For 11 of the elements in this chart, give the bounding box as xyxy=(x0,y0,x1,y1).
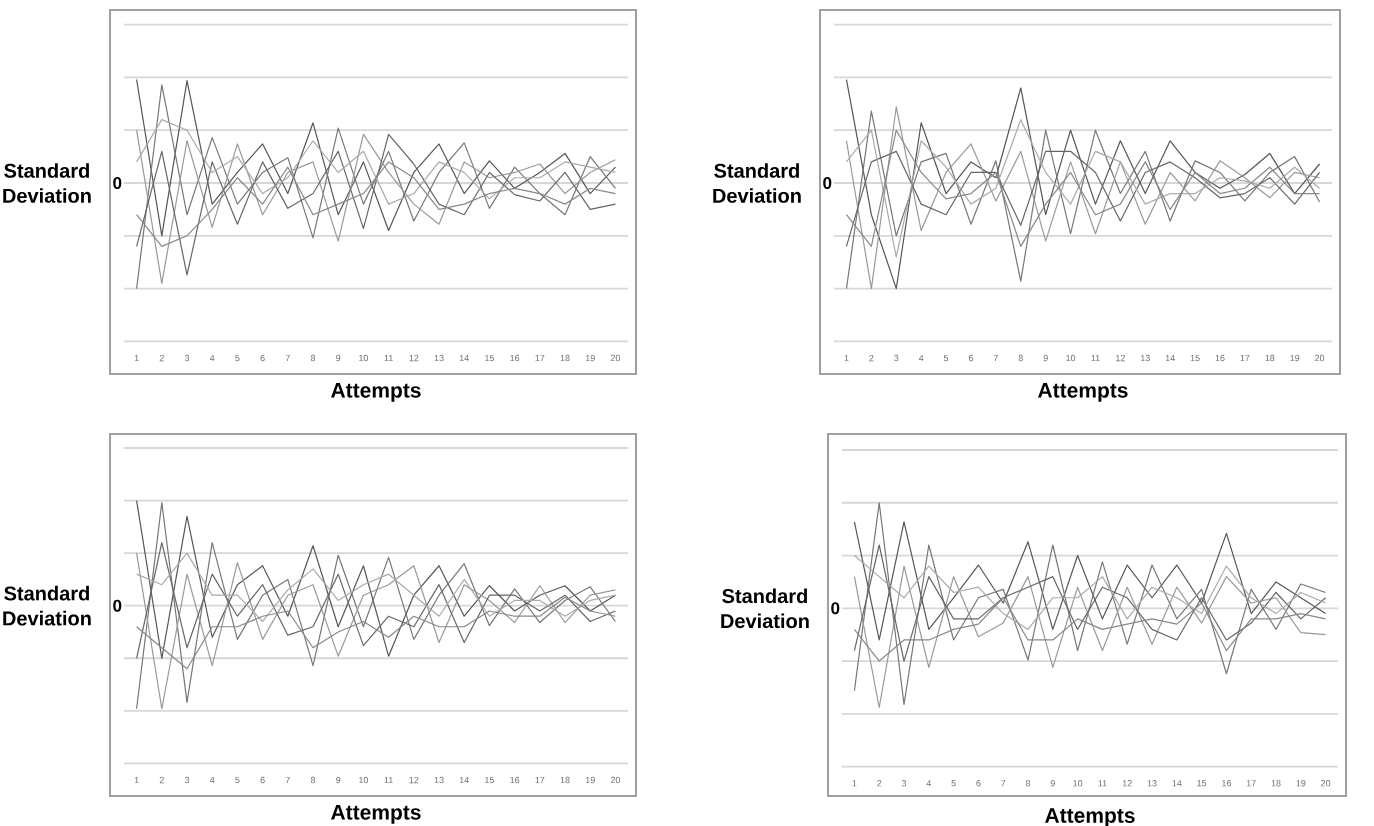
x-axis-title: Attempts xyxy=(1038,383,1128,402)
x-axis-title: Attempts xyxy=(331,383,421,402)
y-axis-title: Standard Deviation xyxy=(713,163,801,203)
ref-line-label: 0 xyxy=(113,177,122,190)
y-axis-title: Standard Deviation xyxy=(3,163,91,203)
ref-line-label: 0 xyxy=(113,599,122,612)
ref-line-label: 0 xyxy=(823,177,832,190)
y-axis-title: Standard Deviation xyxy=(3,585,91,626)
y-axis-title: Standard Deviation xyxy=(721,588,809,629)
x-axis-title: Attempts xyxy=(331,805,421,824)
ref-line-label: 0 xyxy=(831,602,840,615)
